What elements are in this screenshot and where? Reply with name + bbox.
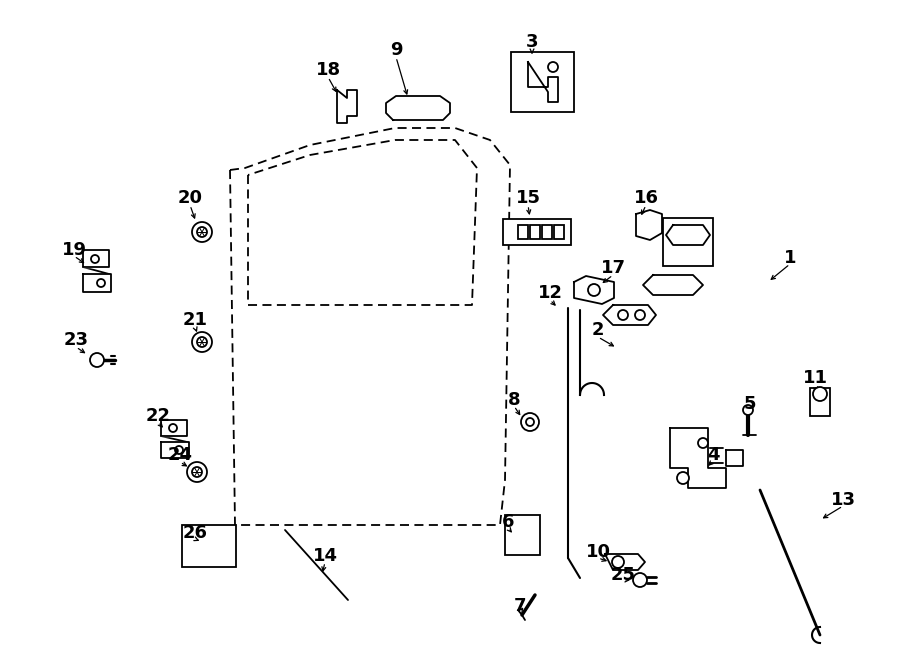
Circle shape [618, 310, 628, 320]
Circle shape [698, 438, 708, 448]
Polygon shape [605, 554, 645, 570]
Text: 19: 19 [61, 241, 86, 259]
Text: 7: 7 [514, 597, 526, 615]
Circle shape [97, 279, 105, 287]
Text: 21: 21 [183, 311, 208, 329]
Circle shape [90, 353, 104, 367]
Bar [182, 525, 236, 567]
Bar [663, 218, 713, 266]
Circle shape [612, 556, 624, 568]
Bar [530, 225, 540, 239]
Circle shape [635, 310, 645, 320]
Text: 10: 10 [586, 543, 610, 561]
Text: 12: 12 [537, 284, 562, 302]
Text: 20: 20 [177, 189, 202, 207]
Polygon shape [574, 276, 614, 304]
Circle shape [677, 472, 689, 484]
Circle shape [192, 332, 212, 352]
Polygon shape [337, 90, 357, 123]
Polygon shape [643, 275, 703, 295]
Circle shape [548, 62, 558, 72]
Bar [511, 52, 574, 112]
Bar [505, 515, 540, 555]
Circle shape [187, 462, 207, 482]
Circle shape [169, 424, 177, 432]
Text: 16: 16 [634, 189, 659, 207]
Text: 14: 14 [312, 547, 338, 565]
Polygon shape [726, 450, 743, 466]
Polygon shape [603, 305, 656, 325]
Bar [554, 225, 564, 239]
Circle shape [91, 255, 99, 263]
Bar [810, 388, 830, 416]
Bar [542, 225, 552, 239]
Text: 6: 6 [502, 513, 514, 531]
Polygon shape [386, 96, 450, 120]
Text: 5: 5 [743, 395, 756, 413]
Circle shape [588, 284, 600, 296]
Circle shape [197, 227, 207, 237]
Circle shape [743, 405, 753, 415]
Polygon shape [83, 274, 111, 292]
Polygon shape [528, 62, 558, 102]
Text: 25: 25 [610, 566, 635, 584]
Text: 23: 23 [64, 331, 88, 349]
Text: 1: 1 [784, 249, 796, 267]
Text: 2: 2 [592, 321, 604, 339]
Text: 3: 3 [526, 33, 538, 51]
Circle shape [192, 222, 212, 242]
Text: 22: 22 [146, 407, 170, 425]
Text: 15: 15 [516, 189, 541, 207]
Circle shape [526, 418, 534, 426]
Text: 24: 24 [167, 446, 193, 464]
Circle shape [197, 337, 207, 347]
Text: 4: 4 [706, 446, 719, 464]
Bar [518, 225, 528, 239]
Polygon shape [83, 250, 109, 267]
Circle shape [813, 387, 827, 401]
Polygon shape [670, 428, 726, 488]
Text: 11: 11 [803, 369, 827, 387]
Bar [503, 219, 571, 245]
Circle shape [175, 446, 183, 454]
Circle shape [192, 467, 202, 477]
Text: 26: 26 [183, 524, 208, 542]
Text: 18: 18 [315, 61, 340, 79]
Polygon shape [666, 225, 710, 245]
Text: 8: 8 [508, 391, 520, 409]
Polygon shape [636, 210, 662, 240]
Text: 13: 13 [831, 491, 856, 509]
Circle shape [521, 413, 539, 431]
Text: 17: 17 [600, 259, 626, 277]
Text: 9: 9 [390, 41, 402, 59]
Circle shape [633, 573, 647, 587]
Polygon shape [161, 420, 187, 436]
Polygon shape [161, 442, 189, 458]
